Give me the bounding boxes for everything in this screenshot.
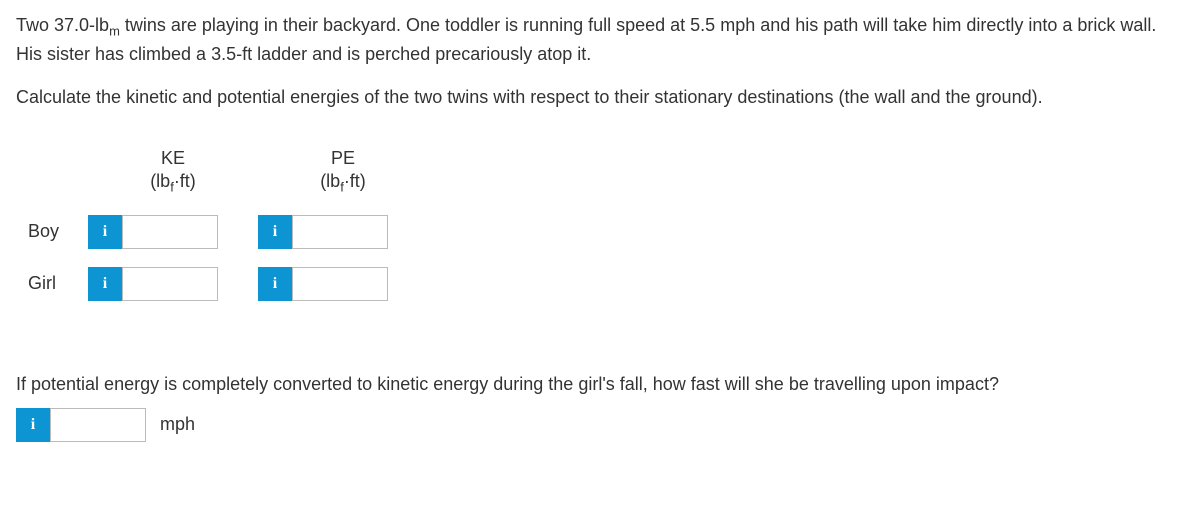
girl-pe-group: i (258, 267, 428, 301)
followup-question: If potential energy is completely conver… (16, 371, 1184, 398)
boy-pe-group: i (258, 215, 428, 249)
impact-speed-row: i mph (16, 408, 1184, 442)
ke-unit-post: ·ft) (174, 171, 196, 191)
boy-ke-group: i (88, 215, 258, 249)
info-icon[interactable]: i (258, 215, 292, 249)
info-icon[interactable]: i (88, 267, 122, 301)
girl-ke-input[interactable] (122, 267, 218, 301)
girl-pe-input[interactable] (292, 267, 388, 301)
energy-table: KE (lbf·ft) PE (lbf·ft) Boy i i Girl i i (28, 147, 1184, 301)
problem-text-1: Two 37.0-lb (16, 15, 109, 35)
mass-subscript: m (109, 24, 120, 39)
row-label-girl: Girl (28, 270, 88, 297)
girl-ke-group: i (88, 267, 258, 301)
pe-label: PE (331, 148, 355, 168)
impact-unit: mph (160, 411, 195, 438)
pe-unit-post: ·ft) (344, 171, 366, 191)
ke-unit-pre: (lb (150, 171, 170, 191)
info-icon[interactable]: i (258, 267, 292, 301)
problem-statement: Two 37.0-lbm twins are playing in their … (16, 12, 1184, 68)
info-icon[interactable]: i (16, 408, 50, 442)
boy-pe-input[interactable] (292, 215, 388, 249)
ke-label: KE (161, 148, 185, 168)
boy-ke-input[interactable] (122, 215, 218, 249)
info-icon[interactable]: i (88, 215, 122, 249)
problem-instruction: Calculate the kinetic and potential ener… (16, 84, 1184, 111)
column-header-ke: KE (lbf·ft) (88, 147, 258, 197)
row-label-boy: Boy (28, 218, 88, 245)
column-header-pe: PE (lbf·ft) (258, 147, 428, 197)
pe-unit-pre: (lb (320, 171, 340, 191)
problem-text-2: twins are playing in their backyard. One… (16, 15, 1156, 64)
impact-speed-input[interactable] (50, 408, 146, 442)
